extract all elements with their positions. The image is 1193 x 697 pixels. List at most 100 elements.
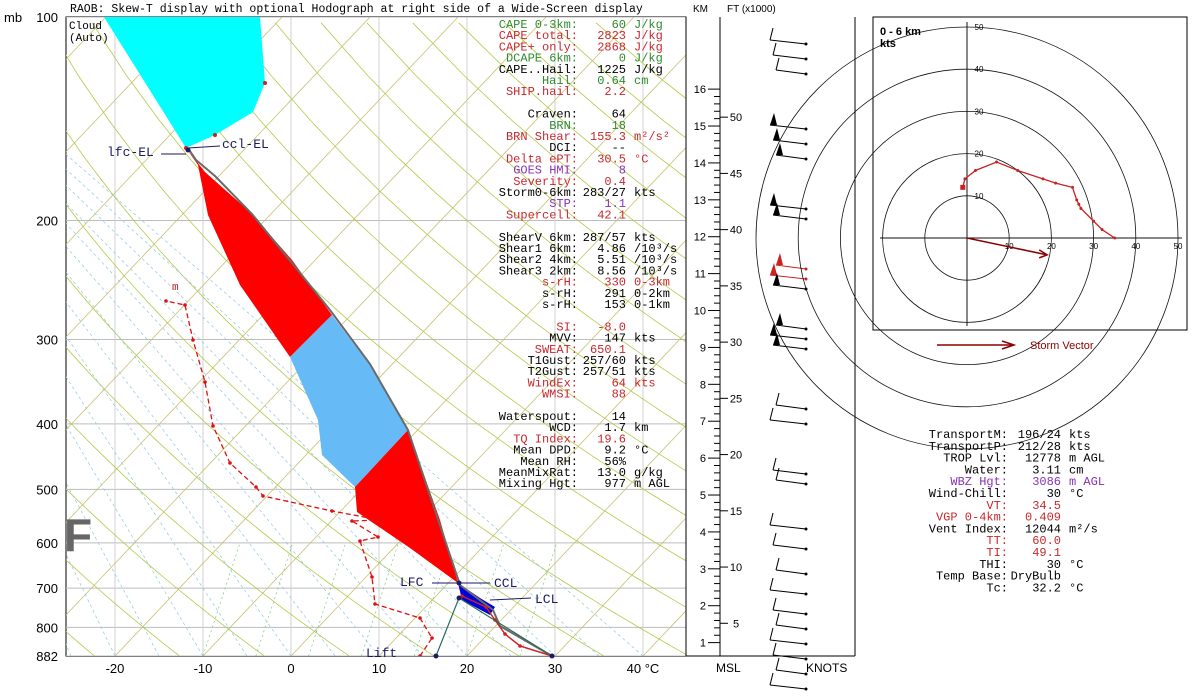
param-value: 34.5: [1032, 499, 1061, 513]
area-fills: [104, 17, 495, 615]
wind-barb-feather: [772, 532, 777, 546]
lfc-marker: [456, 580, 462, 586]
temperature-axis: -20 -10 0 10 20 30 40 °C: [106, 661, 660, 676]
hodograph-trace-line: [962, 161, 1116, 239]
wind-barb-station: [804, 347, 808, 351]
param-label: Shear2 4km:: [499, 253, 578, 267]
storm-vector-arrow-icon: [1038, 249, 1049, 259]
param-value: 64: [612, 376, 626, 390]
param-label: TT:: [986, 534, 1008, 548]
param-label: CAPE+ only:: [499, 40, 578, 54]
param-value: 2.2: [604, 85, 626, 99]
wind-barb-station: [804, 572, 808, 576]
pressure-tick-label: 800: [36, 620, 58, 635]
param-value: 0.409: [1025, 511, 1061, 525]
lcl-leader: [489, 597, 532, 601]
param-value: 3.11: [1032, 463, 1061, 477]
pressure-tick-label: 100: [36, 10, 58, 25]
dewpoint-point: [370, 575, 374, 579]
km-tick-label: 14: [694, 158, 706, 170]
dewpoint-point: [358, 539, 362, 543]
dry-adiabat: [66, 559, 180, 656]
isotherm: [114, 54, 686, 656]
km-tick-label: 2: [700, 601, 706, 613]
wind-barb-feather: [769, 672, 774, 686]
param-label: CAPE..Hail:: [499, 63, 578, 77]
km-tick-label: 8: [700, 379, 706, 391]
param-value: 32.2: [1032, 581, 1061, 595]
lift-marker: [433, 653, 439, 659]
temperature-curve: [461, 595, 553, 656]
param-unit: J/kg: [634, 29, 663, 43]
wind-barb-shaft: [772, 139, 807, 145]
storm-vector-legend-arrow-icon: [1001, 340, 1017, 350]
wind-barb-feather: [772, 457, 777, 471]
cloud-layer-fill: [104, 17, 265, 148]
storm-vector-legend-label: Storm Vector: [1030, 340, 1094, 352]
hodograph-y-tick-label: 10: [975, 192, 984, 201]
param-unit: J/kg: [634, 52, 663, 66]
param-label: Mean DPD:: [513, 444, 578, 458]
wind-barb-station: [804, 672, 808, 676]
temperature-tick-label: 20: [460, 661, 474, 676]
param-label: TransportP:: [929, 440, 1008, 454]
el-marker: [185, 147, 191, 153]
pressure-tick-label: 600: [36, 536, 58, 551]
wind-barb-shaft: [769, 589, 807, 595]
param-unit: J/kg: [634, 18, 663, 32]
param-value: 13.0: [597, 466, 626, 480]
param-label: CAPE 0-3km:: [499, 18, 578, 32]
param-label: WCD:: [549, 421, 578, 435]
wind-barb-station: [804, 267, 808, 271]
temperature-point: [518, 644, 522, 648]
wind-barb-station: [804, 482, 808, 486]
isotherm: [66, 17, 371, 338]
param-unit: J/kg: [634, 40, 663, 54]
param-value: 147: [604, 332, 626, 346]
wind-barb-shaft: [769, 204, 807, 210]
param-value: 287/57: [583, 231, 626, 245]
km-tick-label: 1: [700, 638, 706, 650]
m-marker-label: m: [172, 282, 179, 294]
param-label: Waterspout:: [499, 410, 578, 424]
dewpoint-point: [261, 494, 265, 498]
dewpoint-point: [418, 654, 422, 656]
pressure-tick-label: 300: [36, 332, 58, 347]
wind-barb-shaft: [769, 334, 807, 340]
wind-barb-feather: [769, 407, 774, 421]
wind-barb-shaft: [769, 39, 807, 45]
km-tick-label: 9: [700, 342, 706, 354]
dewpoint-point: [373, 602, 377, 606]
dewpoint-point: [164, 299, 168, 303]
param-unit: /10³/s: [634, 242, 677, 256]
wind-barb-shaft: [772, 344, 807, 350]
param-label: Vent Index:: [929, 522, 1008, 536]
param-unit: kts: [634, 376, 656, 390]
wind-barb-shaft: [775, 404, 807, 410]
param-label: T2Gust:: [528, 365, 578, 379]
wind-barb-feather: [769, 627, 774, 641]
param-value: 330: [604, 276, 626, 290]
temperature-tick-label: -20: [106, 661, 125, 676]
ft-tick-label: 15: [730, 506, 742, 518]
dry-adiabat: [274, 22, 686, 385]
param-label: ShearV 6km:: [499, 231, 578, 245]
ft-tick-label: 25: [730, 393, 742, 405]
dewpoint-point: [378, 518, 382, 522]
param-value: 56%: [604, 455, 626, 469]
wind-barb-station: [804, 657, 808, 661]
dry-adiabat: [183, 22, 686, 472]
param-value: 650.1: [590, 343, 626, 357]
hodograph-point: [1113, 236, 1117, 240]
cloud-auto-label: (Auto): [69, 33, 109, 45]
param-value: 1.7: [604, 421, 626, 435]
ft-tick-label: 40: [730, 225, 742, 237]
wind-barb-pennant: [770, 113, 777, 125]
dry-adiabat: [66, 203, 605, 656]
wind-barb-pennant: [770, 193, 777, 205]
cape-lower-fill: [355, 430, 458, 583]
wind-barb-shaft: [775, 69, 807, 75]
